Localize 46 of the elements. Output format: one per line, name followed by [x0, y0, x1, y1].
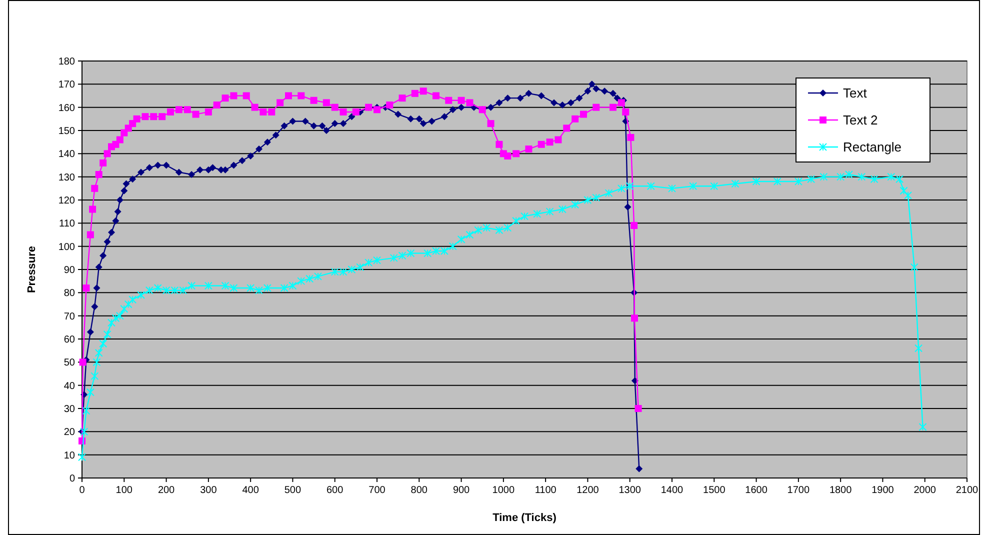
- y-tick-label: 180: [58, 56, 76, 68]
- y-tick-label: 60: [64, 334, 76, 346]
- y-tick-label: 40: [64, 380, 76, 392]
- y-tick-label: 80: [64, 288, 76, 300]
- x-tick-label: 1100: [534, 485, 557, 496]
- x-tick-label: 1300: [618, 485, 642, 496]
- x-tick-label: 1900: [872, 485, 894, 496]
- x-tick-label: 1400: [660, 485, 684, 496]
- x-tick-label: 500: [284, 485, 302, 496]
- y-tick-label: 160: [58, 102, 76, 114]
- y-tick-label: 110: [59, 218, 76, 230]
- y-tick-label: 90: [64, 265, 76, 276]
- x-tick-label: 1600: [745, 485, 768, 496]
- y-tick-label: 50: [64, 358, 76, 369]
- x-tick-label: 1500: [703, 485, 726, 496]
- y-tick-label: 100: [58, 242, 76, 253]
- legend-label: Text 2: [843, 112, 878, 128]
- y-tick-label: 170: [58, 80, 76, 91]
- x-tick-label: 1700: [787, 485, 810, 496]
- y-tick-label: 0: [69, 474, 76, 484]
- x-tick-label: 300: [200, 485, 218, 496]
- y-tick-label: 150: [58, 126, 76, 137]
- x-tick-label: 400: [242, 485, 260, 496]
- y-tick-label: 30: [64, 404, 76, 415]
- x-tick-label: 700: [368, 485, 386, 496]
- y-tick-label: 120: [58, 196, 76, 206]
- x-tick-label: 1200: [576, 485, 600, 496]
- x-tick-label: 1000: [492, 485, 515, 496]
- x-tick-label: 1800: [829, 485, 852, 496]
- y-tick-label: 10: [64, 450, 76, 462]
- x-tick-label: 200: [158, 485, 176, 496]
- legend-label: Text: [843, 86, 868, 101]
- x-tick-label: 800: [410, 485, 428, 496]
- y-axis-title: Pressure: [26, 246, 38, 294]
- legend-label: Rectangle: [843, 140, 902, 155]
- y-tick-label: 130: [58, 172, 76, 184]
- x-axis-title: Time (Ticks): [492, 512, 557, 524]
- y-tick-label: 140: [58, 149, 76, 160]
- x-tick-label: 2000: [914, 485, 936, 496]
- x-tick-label: 600: [326, 485, 344, 496]
- y-tick-label: 20: [64, 427, 76, 438]
- x-tick-label: 100: [116, 485, 133, 496]
- x-tick-label: 2100: [956, 485, 979, 496]
- x-tick-label: 0: [79, 485, 86, 496]
- y-tick-label: 70: [64, 311, 76, 322]
- x-tick-label: 900: [452, 485, 470, 496]
